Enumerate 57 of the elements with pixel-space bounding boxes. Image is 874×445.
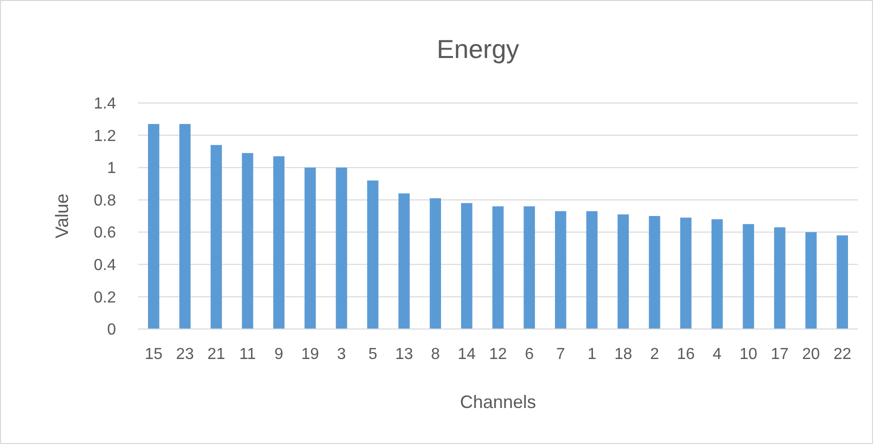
- bar: [492, 206, 504, 329]
- x-tick-label: 7: [556, 346, 566, 363]
- x-tick-label: 18: [614, 346, 632, 363]
- x-tick-label: 3: [337, 346, 346, 363]
- x-tick-label: 15: [144, 346, 163, 363]
- x-tick-label: 6: [524, 346, 534, 363]
- y-tick-label: 1.2: [94, 128, 116, 145]
- bar: [398, 193, 410, 329]
- y-tick-label: 0: [107, 322, 116, 339]
- bar: [618, 214, 629, 329]
- x-tick-label: 4: [712, 346, 722, 363]
- bar: [148, 124, 160, 329]
- chart-title: Energy: [436, 34, 520, 64]
- bar: [430, 198, 442, 329]
- y-tick-label: 1.4: [94, 96, 116, 113]
- x-tick-label: 12: [489, 346, 507, 363]
- y-tick-label: 1: [107, 160, 116, 178]
- y-tick-label: 0.4: [94, 257, 116, 274]
- x-tick-label: 10: [740, 346, 758, 363]
- x-tick-label: 21: [207, 346, 226, 363]
- bar: [273, 156, 285, 329]
- x-tick-label: 8: [430, 346, 440, 363]
- x-tick-label: 19: [301, 346, 320, 363]
- bar: [554, 211, 566, 329]
- bar: [524, 206, 535, 329]
- x-tick-label: 1: [587, 346, 596, 363]
- bar: [179, 124, 191, 329]
- x-tick-label: 23: [176, 346, 194, 363]
- x-tick-label: 9: [274, 346, 284, 363]
- bar: [711, 219, 723, 329]
- bar: [210, 144, 222, 329]
- bar: [774, 227, 786, 329]
- bar: [304, 168, 316, 329]
- x-tick-label: 11: [239, 346, 256, 363]
- bar: [805, 232, 817, 329]
- bar: [680, 218, 692, 329]
- x-tick-label: 16: [676, 346, 695, 363]
- y-tick-label: 0.6: [94, 224, 116, 242]
- bar: [242, 153, 254, 329]
- x-tick-label: 2: [650, 346, 660, 363]
- x-tick-label: 22: [833, 346, 852, 363]
- y-tick-label: 0.2: [94, 289, 116, 306]
- x-tick-label: 5: [368, 346, 378, 363]
- bar: [461, 203, 472, 329]
- bar: [367, 180, 378, 329]
- x-tick-label: 14: [458, 346, 476, 363]
- bar: [836, 235, 848, 329]
- bar: [648, 216, 660, 329]
- y-tick-label: 0.8: [94, 192, 116, 210]
- x-axis-title: Channels: [460, 392, 536, 412]
- x-tick-label: 20: [802, 346, 820, 363]
- x-tick-label: 13: [395, 346, 414, 363]
- bar: [742, 224, 754, 329]
- x-tick-label: 17: [770, 346, 789, 363]
- y-axis-title: Value: [52, 194, 72, 238]
- bar: [586, 211, 598, 329]
- bar: [336, 168, 348, 329]
